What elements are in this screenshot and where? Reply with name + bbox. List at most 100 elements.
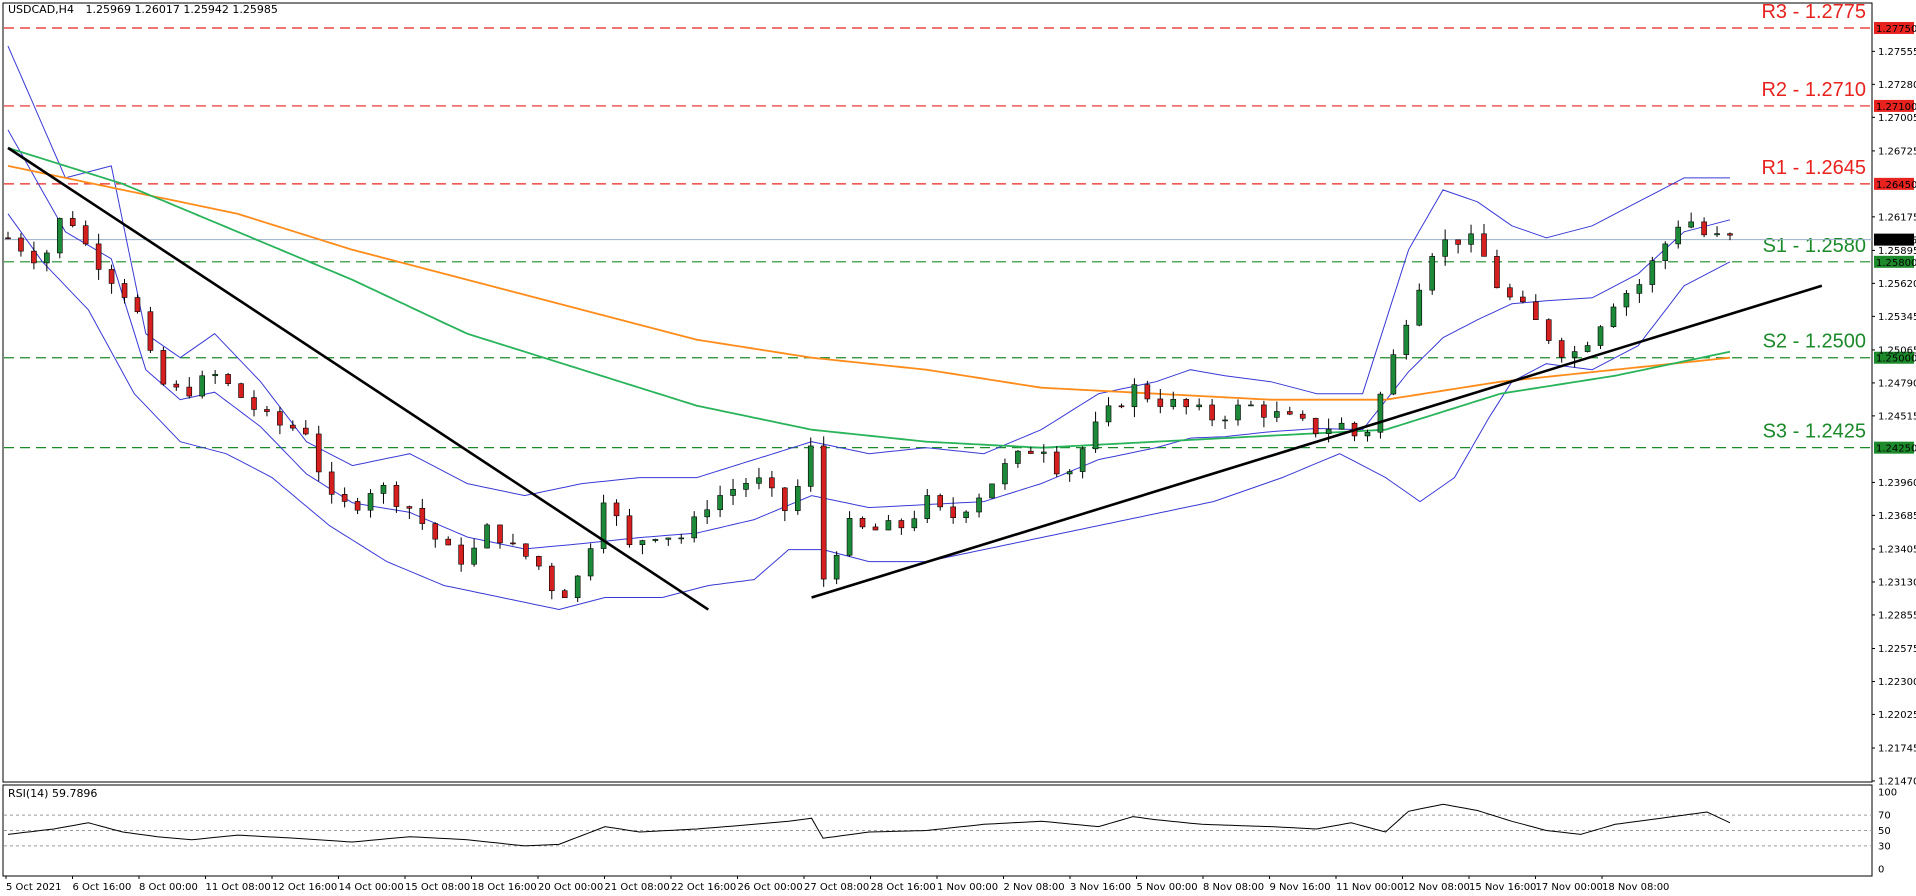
candle [380, 482, 387, 504]
candle [1002, 458, 1008, 490]
svg-text:1.26450: 1.26450 [1876, 180, 1916, 191]
candle [277, 406, 283, 435]
candle [652, 538, 659, 543]
candle [44, 249, 50, 272]
level-price-tag: 1.24250 [1874, 441, 1916, 455]
y-tick-label: 1.23405 [1878, 544, 1916, 555]
level-label: S3 - 1.2425 [1763, 421, 1866, 443]
candle [1028, 446, 1034, 454]
candle [833, 551, 840, 585]
level-price-tag: 1.27100 [1874, 99, 1916, 113]
candle [1144, 380, 1151, 403]
x-tick-label: 3 Nov 16:00 [1070, 882, 1131, 893]
x-tick-label: 5 Oct 2021 [6, 882, 61, 893]
x-tick-label: 21 Oct 08:00 [605, 882, 670, 893]
level-price-tag: 1.25000 [1874, 351, 1916, 365]
candle [419, 498, 426, 530]
candle [1507, 283, 1513, 301]
svg-text:1.24250: 1.24250 [1876, 444, 1916, 455]
candle [1364, 429, 1371, 442]
candle [315, 425, 322, 482]
candle [108, 264, 115, 294]
y-tick-label: 1.25065 [1878, 345, 1916, 356]
candle [1079, 446, 1086, 479]
candle [639, 539, 646, 555]
candle [31, 241, 37, 270]
candle [1157, 389, 1164, 414]
candle [1015, 450, 1021, 468]
candle [1727, 232, 1733, 241]
candle [1248, 400, 1254, 407]
x-tick-label: 12 Nov 08:00 [1403, 882, 1470, 893]
candle [393, 481, 400, 513]
y-tick-label: 1.22855 [1878, 610, 1916, 621]
candle [730, 478, 736, 506]
candle [173, 380, 180, 391]
candle [1118, 403, 1125, 409]
candle [1429, 253, 1436, 295]
candle [5, 231, 11, 240]
rsi-line [7, 803, 1731, 847]
candle [885, 514, 892, 531]
symbol-label: USDCAD,H4 [8, 3, 74, 16]
candle [238, 382, 244, 399]
candle [769, 470, 775, 497]
candle [1597, 325, 1604, 350]
candle [1675, 220, 1682, 249]
y-tick-label: 1.27005 [1878, 113, 1916, 124]
svg-text:1.25985: 1.25985 [1876, 236, 1916, 247]
candle [1286, 406, 1293, 416]
x-tick-label: 9 Nov 16:00 [1270, 882, 1331, 893]
candle [963, 510, 969, 523]
level-label: S2 - 1.2500 [1763, 331, 1866, 353]
trendline [7, 146, 709, 611]
candle [290, 420, 296, 431]
candle [1040, 444, 1047, 463]
level-label: S1 - 1.2580 [1763, 235, 1866, 257]
candle [354, 497, 361, 515]
candle [937, 493, 944, 511]
level-price-tag: 1.25800 [1874, 255, 1916, 269]
candle [1494, 249, 1500, 289]
candle [1558, 337, 1565, 363]
candle [704, 500, 710, 524]
candle [678, 533, 685, 544]
y-tick-label: 1.25345 [1878, 312, 1916, 323]
candle [1416, 283, 1423, 327]
candle [1235, 399, 1241, 426]
candle [225, 372, 231, 387]
candle [782, 487, 788, 522]
y-tick-label: 1.24790 [1878, 378, 1916, 389]
moving-average-orange [7, 165, 1731, 401]
candle [445, 536, 452, 546]
candle [1338, 417, 1345, 430]
candle [523, 543, 529, 560]
y-tick-label: 1.26725 [1878, 146, 1916, 157]
candle [600, 494, 607, 554]
y-tick-label: 1.23960 [1878, 478, 1916, 489]
candle [807, 437, 814, 492]
rsi-y-tick: 100 [1878, 788, 1897, 799]
candle [1196, 398, 1202, 411]
y-tick-label: 1.25620 [1878, 279, 1916, 290]
candle [574, 575, 581, 603]
candle [1571, 345, 1578, 368]
y-tick-label: 1.23685 [1878, 511, 1916, 522]
x-tick-label: 28 Oct 16:00 [871, 882, 936, 893]
rsi-y-tick: 50 [1878, 826, 1891, 837]
trendline [811, 284, 1823, 599]
x-tick-label: 14 Oct 00:00 [339, 882, 404, 893]
x-tick-label: 22 Oct 16:00 [671, 882, 736, 893]
bollinger-lower-band [7, 213, 1731, 611]
candle [1468, 224, 1474, 253]
rsi-title: RSI(14) 59.7896 [8, 787, 97, 800]
candle [820, 436, 827, 587]
x-tick-label: 11 Oct 08:00 [206, 882, 271, 893]
candle [212, 370, 218, 384]
level-label: R2 - 1.2710 [1761, 79, 1866, 101]
candle [134, 294, 141, 314]
candle [548, 562, 555, 600]
candle [341, 487, 348, 508]
candle [471, 538, 477, 567]
